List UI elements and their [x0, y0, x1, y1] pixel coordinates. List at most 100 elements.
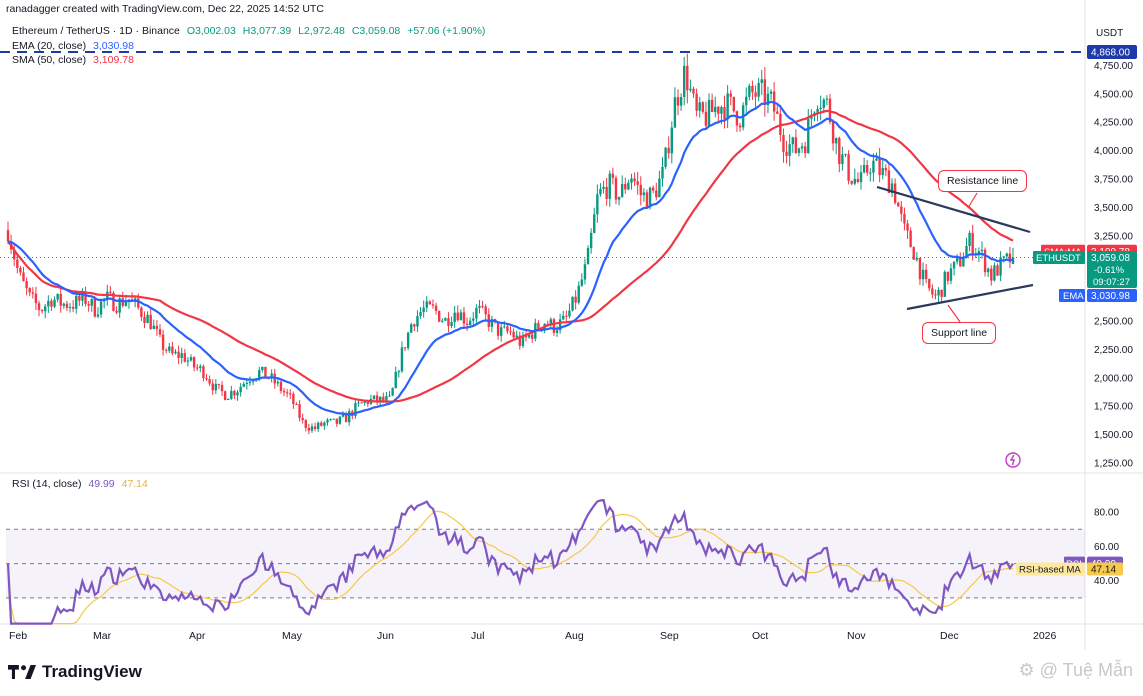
candle-body: [667, 147, 670, 154]
candle-body: [664, 147, 667, 167]
candle-body: [999, 257, 1002, 276]
candle-body: [996, 265, 999, 276]
price-tick-label: 4,750.00: [1094, 61, 1133, 72]
high-line-tag: [1087, 45, 1137, 59]
candle-body: [878, 158, 881, 176]
last-tag-value: 3,059.08: [1091, 253, 1130, 264]
candle-body: [465, 323, 469, 326]
support-line-label[interactable]: Support line: [922, 322, 997, 344]
logo-text: TradingView: [42, 662, 142, 681]
candle-body: [357, 402, 360, 404]
candle-body: [648, 187, 652, 208]
candle-body: [360, 402, 363, 404]
low-value: L2,972.48: [298, 25, 345, 37]
candle-body: [152, 325, 155, 330]
candle-body: [596, 194, 599, 215]
candle-body: [155, 325, 159, 330]
candle-body: [115, 310, 118, 313]
candles: [6, 53, 1015, 435]
candle-body: [444, 318, 447, 321]
candle-body: [22, 272, 25, 282]
candle-body: [261, 366, 264, 371]
candle-body: [897, 202, 900, 207]
candle-body: [379, 396, 382, 402]
candle-body: [729, 93, 732, 97]
candle-body: [881, 168, 884, 176]
candle-body: [583, 264, 587, 280]
candle-body: [912, 247, 915, 260]
rsi-legend[interactable]: RSI (14, close) 49.99 47.14: [12, 478, 148, 490]
candle-body: [245, 382, 249, 384]
candle-body: [760, 79, 763, 83]
candle-body: [431, 304, 435, 306]
candle-body: [214, 383, 218, 391]
candle-body: [344, 414, 348, 423]
candle-body: [794, 137, 798, 153]
candle-body: [363, 401, 366, 403]
candle-body: [748, 85, 751, 97]
candle-body: [937, 289, 940, 296]
candle-body: [599, 188, 602, 195]
candle-body: [745, 96, 748, 106]
watermark-icon: ⚙ @: [1018, 660, 1058, 680]
candle-body: [639, 184, 642, 196]
resistance-line-label[interactable]: Resistance line: [938, 170, 1028, 192]
candle-body: [962, 258, 965, 267]
candle-body: [627, 182, 630, 190]
candle-body: [313, 426, 317, 429]
candle-body: [714, 106, 717, 112]
candle-body: [118, 298, 121, 313]
candle-body: [248, 381, 252, 383]
candle-body: [304, 420, 307, 428]
tradingview-logo[interactable]: TradingView: [8, 662, 142, 682]
candle-body: [143, 316, 146, 324]
candle-body: [192, 357, 196, 368]
ema-legend[interactable]: EMA (20, close) 3,030.98: [12, 40, 134, 52]
candle-body: [850, 180, 853, 184]
time-axis-label: Oct: [752, 630, 768, 642]
candle-body: [735, 111, 739, 126]
candle-body: [425, 301, 428, 308]
candle-body: [295, 404, 298, 406]
candle-body: [366, 401, 370, 404]
ema-tag-name-bg: [1059, 289, 1085, 302]
candle-body: [701, 102, 705, 112]
candle-body: [754, 92, 757, 97]
candle-body: [658, 178, 661, 198]
candle-body: [282, 390, 286, 393]
candle-body: [586, 248, 590, 265]
candle-body: [983, 249, 987, 273]
candle-body: [859, 172, 863, 183]
candle-body: [183, 353, 187, 362]
candle-body: [6, 230, 10, 242]
candle-body: [316, 422, 320, 429]
candle-body: [84, 291, 87, 304]
candle-body: [940, 289, 943, 297]
candle-body: [847, 154, 850, 181]
candle-body: [96, 314, 100, 317]
candle-body: [171, 346, 174, 354]
candle-body: [562, 315, 565, 320]
candle-body: [394, 371, 397, 389]
candle-body: [968, 232, 971, 246]
candle-body: [751, 85, 754, 93]
candle-body: [375, 395, 379, 402]
ema-tag-value: 3,030.98: [1091, 291, 1130, 302]
candle-body: [416, 316, 419, 327]
candle-body: [158, 329, 162, 335]
candle-body: [853, 178, 857, 184]
price-tick-label: 3,250.00: [1094, 231, 1133, 242]
high-value: H3,077.39: [242, 25, 292, 37]
symbol-name[interactable]: Ethereum / TetherUS · 1D · Binance: [12, 25, 180, 37]
candle-body: [332, 418, 335, 420]
candle-body: [630, 178, 633, 183]
candle-body: [270, 373, 273, 379]
candle-body: [385, 396, 388, 401]
candle-body: [459, 312, 463, 321]
candle-body: [285, 392, 289, 394]
candle-body: [279, 381, 283, 391]
candle-body: [655, 190, 658, 198]
sma-legend[interactable]: SMA (50, close) 3,109.78: [12, 54, 134, 66]
candle-body: [689, 88, 692, 91]
